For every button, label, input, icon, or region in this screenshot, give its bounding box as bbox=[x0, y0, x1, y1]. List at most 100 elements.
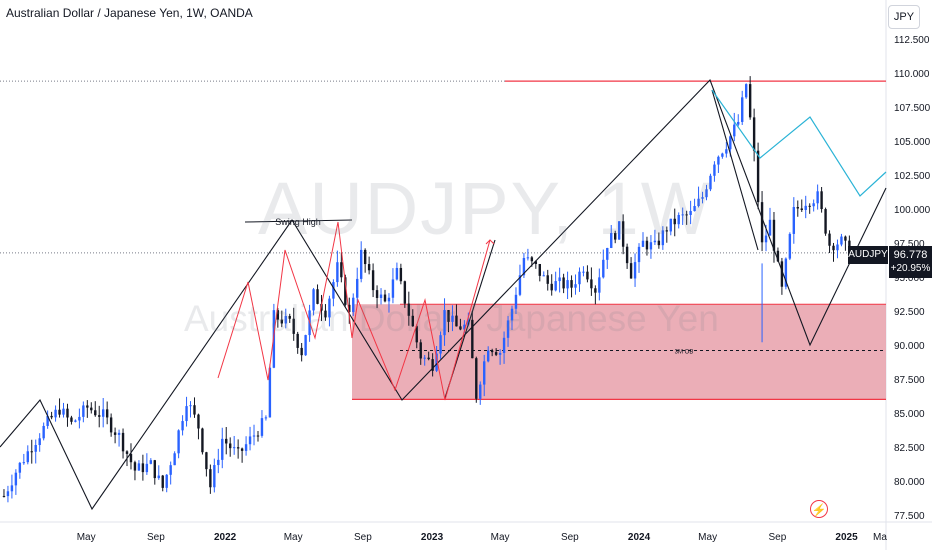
candle-body bbox=[788, 233, 792, 259]
candle-body bbox=[709, 175, 712, 190]
candle-body bbox=[268, 367, 272, 418]
candle-body bbox=[625, 246, 629, 264]
candle-body bbox=[665, 230, 669, 232]
candle-body bbox=[117, 432, 121, 435]
candle-body bbox=[594, 288, 597, 293]
candle-body bbox=[471, 319, 474, 359]
projection-line bbox=[711, 89, 887, 197]
candle-body bbox=[379, 294, 383, 298]
candle-body bbox=[550, 283, 553, 291]
candle-body bbox=[776, 250, 780, 262]
candle-body bbox=[439, 335, 442, 354]
candle-body bbox=[808, 205, 811, 207]
candle-body bbox=[332, 282, 335, 299]
y-tick-label: 105.000 bbox=[894, 137, 931, 148]
candle-body bbox=[356, 278, 359, 298]
candle-body bbox=[225, 438, 228, 444]
candle-body bbox=[161, 475, 164, 488]
candle-body bbox=[129, 453, 133, 463]
candle-body bbox=[570, 280, 573, 288]
candle-body bbox=[109, 417, 113, 433]
candle-body bbox=[371, 270, 375, 291]
candle-body bbox=[431, 359, 434, 371]
candle-body bbox=[467, 319, 470, 325]
price-change: +20.95% bbox=[890, 263, 931, 274]
candle-body bbox=[133, 462, 137, 471]
candle-body bbox=[649, 242, 653, 250]
candle-body bbox=[244, 444, 248, 451]
candle-body bbox=[411, 315, 414, 327]
candle-body bbox=[542, 275, 545, 277]
candle-body bbox=[689, 211, 692, 215]
x-tick-label: 2023 bbox=[421, 532, 444, 543]
candle-body bbox=[141, 463, 145, 473]
currency-button[interactable]: JPY bbox=[888, 5, 920, 29]
candle-body bbox=[633, 262, 637, 279]
candle-body bbox=[737, 121, 740, 125]
candle-body bbox=[165, 474, 168, 488]
candle-body bbox=[149, 460, 153, 464]
candle-body bbox=[248, 436, 252, 445]
candle-body bbox=[137, 463, 141, 471]
candle-body bbox=[260, 418, 264, 436]
candle-body bbox=[78, 416, 81, 421]
candle-body bbox=[30, 451, 33, 453]
swing-high-label: Swing High bbox=[275, 217, 321, 227]
candle-body bbox=[661, 230, 665, 246]
candle-body bbox=[498, 352, 502, 355]
candle-body bbox=[66, 408, 69, 418]
candle-body bbox=[105, 409, 109, 418]
candle-body bbox=[522, 258, 526, 276]
y-tick-label: 90.000 bbox=[894, 341, 925, 352]
candle-body bbox=[38, 438, 41, 446]
candle-body bbox=[407, 303, 411, 316]
candle-body bbox=[840, 236, 843, 245]
drop-line bbox=[711, 89, 759, 251]
candle-body bbox=[756, 150, 760, 203]
candle-body bbox=[792, 207, 796, 234]
candle-body bbox=[125, 451, 129, 454]
candle-body bbox=[153, 460, 156, 479]
candle-body bbox=[443, 310, 446, 336]
candle-body bbox=[479, 384, 482, 399]
candle-body bbox=[145, 463, 149, 473]
candle-body bbox=[705, 189, 708, 198]
candle-body bbox=[752, 117, 756, 151]
swing-red-line bbox=[217, 221, 491, 401]
candle-body bbox=[582, 271, 585, 273]
candle-body bbox=[483, 361, 486, 385]
candle-body bbox=[94, 410, 97, 416]
x-tick-label: Sep bbox=[768, 532, 786, 543]
candle-body bbox=[46, 415, 49, 426]
candle-body bbox=[157, 475, 160, 479]
candle-body bbox=[173, 453, 176, 466]
y-tick-label: 110.000 bbox=[894, 69, 930, 80]
candle-body bbox=[121, 432, 125, 452]
candle-body bbox=[812, 203, 815, 207]
candle-body bbox=[288, 315, 291, 319]
candle-body bbox=[42, 425, 45, 439]
candle-body bbox=[486, 350, 490, 362]
candle-body bbox=[336, 262, 339, 283]
candle-body bbox=[606, 247, 609, 260]
candle-body bbox=[387, 297, 391, 302]
x-tick-label: May bbox=[491, 532, 510, 543]
candle-body bbox=[427, 357, 430, 360]
candle-body bbox=[352, 297, 355, 313]
lightning-icon[interactable]: ⚡ bbox=[810, 500, 828, 518]
watermark-name: Australian Dollar / Japanese Yen bbox=[184, 298, 719, 339]
candle-body bbox=[340, 262, 343, 278]
candle-body bbox=[229, 443, 232, 449]
candle-body bbox=[621, 221, 625, 247]
candle-body bbox=[832, 245, 835, 251]
candle-body bbox=[197, 414, 200, 429]
candle-body bbox=[451, 315, 454, 322]
candle-body bbox=[641, 240, 645, 247]
candle-body bbox=[744, 84, 748, 98]
candle-body bbox=[800, 208, 803, 210]
price-symbol-tag: AUDJPY bbox=[848, 246, 888, 264]
candle-body bbox=[34, 445, 37, 452]
y-tick-label: 112.500 bbox=[894, 35, 930, 46]
candle-body bbox=[177, 430, 180, 454]
